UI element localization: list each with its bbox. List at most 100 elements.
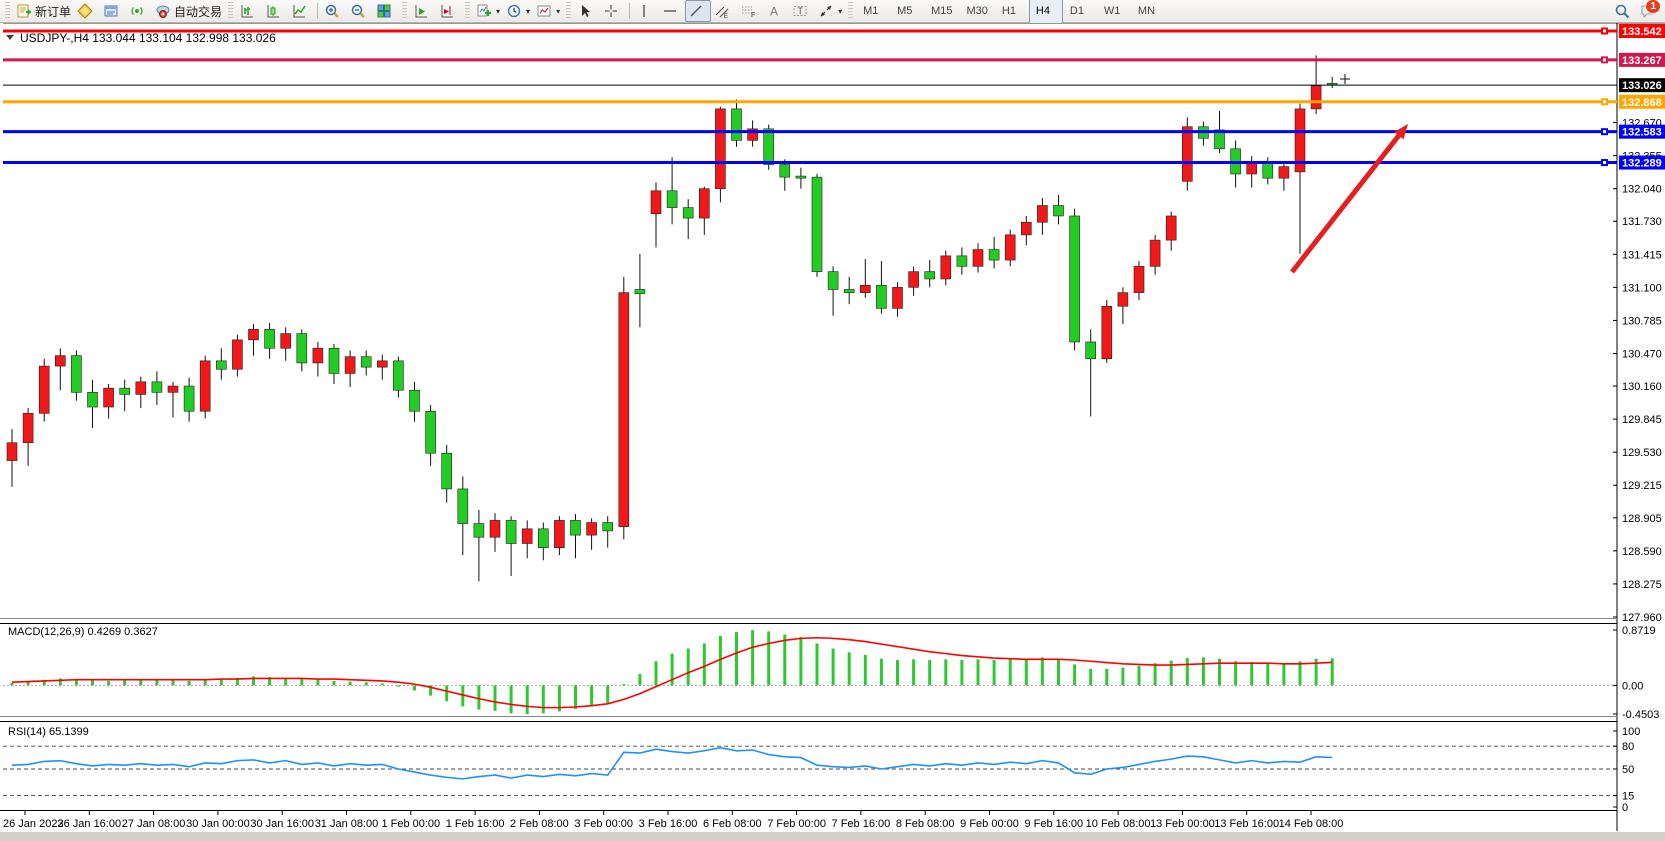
svg-text:F: F	[751, 12, 755, 19]
price-badge-label: 133.542	[1622, 26, 1662, 38]
trendline-button[interactable]	[685, 0, 712, 22]
text-label-button[interactable]: T	[789, 0, 815, 22]
timeframe-m1[interactable]: M1	[863, 5, 879, 17]
trend-arrow[interactable]	[1290, 132, 1402, 274]
rsi-axis-label: 80	[1622, 741, 1634, 753]
timeframe-mn[interactable]: MN	[1137, 5, 1156, 17]
fibonacci-button[interactable]: F	[737, 0, 763, 22]
candle-body	[103, 387, 114, 408]
zoom-out-button[interactable]	[347, 0, 373, 22]
candle-body	[1149, 239, 1161, 267]
price-badge	[1619, 78, 1665, 93]
line-handle-dot	[1603, 161, 1606, 165]
timeframe-w1[interactable]: W1	[1103, 5, 1121, 17]
price-badge	[1619, 24, 1665, 38]
timeframe-d1[interactable]: D1	[1069, 5, 1084, 17]
price-tick-label: 128.275	[1622, 579, 1662, 591]
timeframe-m5[interactable]: M5	[897, 5, 913, 17]
candle-body	[570, 520, 581, 536]
notification-badge: 1	[1645, 0, 1661, 14]
main-chart-panel[interactable]: USDJPY-,H4 133.044 133.104 132.998 133.0…	[3, 27, 1617, 582]
periods-button[interactable]: ▾	[503, 0, 533, 22]
macd-signal-line	[11, 636, 1333, 709]
arrows-icon	[818, 3, 834, 19]
vertical-line-button[interactable]	[633, 0, 659, 22]
svg-text:E: E	[724, 14, 728, 19]
macd-axis-label: 0.8719	[1622, 625, 1656, 637]
text-icon: A	[766, 3, 782, 19]
line-handle-dot	[1603, 130, 1606, 134]
line-handle-dot	[1603, 100, 1606, 104]
candle-body	[151, 381, 163, 393]
date-tick-label: 3 Feb 00:00	[574, 818, 633, 830]
price-badge-label: 133.026	[1622, 80, 1662, 92]
macd-panel[interactable]: MACD(12,26,9) 0.4269 0.3627 0.8719 0.00 -0.…	[3, 625, 1659, 721]
price-axis[interactable]: 132.670132.355132.040131.730131.415131.1…	[1613, 24, 1665, 624]
price-tick-label: 130.785	[1622, 315, 1662, 327]
candle-body	[554, 520, 565, 549]
date-tick-label: 1 Feb 00:00	[381, 818, 440, 830]
date-tick-label: 31 Jan 08:00	[315, 818, 379, 830]
crosshair-button[interactable]	[600, 0, 626, 22]
zoom-in-button[interactable]	[321, 0, 347, 22]
line-handle-dot	[1603, 58, 1606, 62]
macd-axis-label: 0.00	[1622, 680, 1643, 692]
tile-windows-icon	[376, 3, 392, 19]
chart-shift-button[interactable]	[436, 0, 462, 22]
candle-body	[473, 523, 485, 538]
timeframe-m30[interactable]: M30	[966, 5, 988, 17]
candle-body	[859, 284, 871, 293]
new-order-button[interactable]: 新订单	[13, 0, 74, 22]
timeframe-h1[interactable]: H1	[1001, 5, 1016, 17]
price-badge-label: 132.868	[1622, 97, 1662, 109]
rsi-axis-label: 0	[1622, 802, 1628, 814]
channel-button[interactable]: E	[711, 0, 737, 22]
navigator-button[interactable]	[100, 0, 126, 22]
chart-window[interactable]: USDJPY-,H4 133.044 133.104 132.998 133.0…	[0, 23, 1665, 836]
market-watch-button[interactable]	[74, 0, 100, 22]
price-badge-label: 132.289	[1622, 158, 1662, 170]
indicators-button[interactable]: ▾	[473, 0, 503, 22]
search-button[interactable]	[1611, 0, 1637, 22]
trendline-icon	[688, 3, 704, 19]
text-button[interactable]: A	[763, 0, 789, 22]
candle-body	[827, 271, 839, 290]
rsi-axis-label: 15	[1622, 791, 1634, 803]
candle-body	[344, 356, 356, 374]
price-tick-label: 127.960	[1622, 612, 1662, 624]
timeframe-m15[interactable]: M15	[931, 5, 953, 17]
clock-icon	[506, 3, 522, 19]
indicators-icon	[476, 3, 492, 19]
chart-canvas[interactable]: USDJPY-,H4 133.044 133.104 132.998 133.0…	[0, 23, 1665, 836]
horizontal-line-button[interactable]	[659, 0, 685, 22]
candle-body	[312, 347, 324, 364]
timeframe-h4[interactable]: H4	[1028, 0, 1063, 24]
templates-button[interactable]: ▾	[533, 0, 563, 22]
auto-scroll-button[interactable]	[410, 0, 436, 22]
autotrading-button[interactable]: 自动交易	[152, 0, 225, 22]
line-chart-button[interactable]	[288, 0, 314, 22]
rsi-panel[interactable]: RSI(14) 65.1399 100 80 50 150	[3, 726, 1640, 814]
cursor-button[interactable]	[574, 0, 600, 22]
candle-body	[940, 255, 952, 280]
candle-body	[409, 389, 420, 412]
candle-body	[393, 360, 404, 391]
signals-button[interactable]	[126, 0, 152, 22]
line-handle-dot	[1603, 29, 1606, 33]
bar-chart-button[interactable]	[236, 0, 262, 22]
date-tick-label: 27 Jan 08:00	[122, 818, 186, 830]
price-tick-label: 131.415	[1622, 249, 1662, 261]
candlestick-chart-button[interactable]	[262, 0, 288, 22]
cursor-icon	[577, 3, 593, 19]
search-icon	[1614, 3, 1630, 19]
candle-body	[119, 387, 130, 395]
tile-windows-button[interactable]	[373, 0, 399, 22]
arrows-button[interactable]: ▾	[815, 0, 845, 22]
symbol-dropdown-icon[interactable]	[6, 35, 14, 40]
date-tick-label: 9 Feb 00:00	[960, 818, 1019, 830]
candle-body	[811, 176, 823, 272]
signals-icon	[129, 3, 145, 19]
notifications-button[interactable]: 1	[1637, 0, 1663, 22]
date-tick-label: 26 Jan 16:00	[57, 818, 121, 830]
